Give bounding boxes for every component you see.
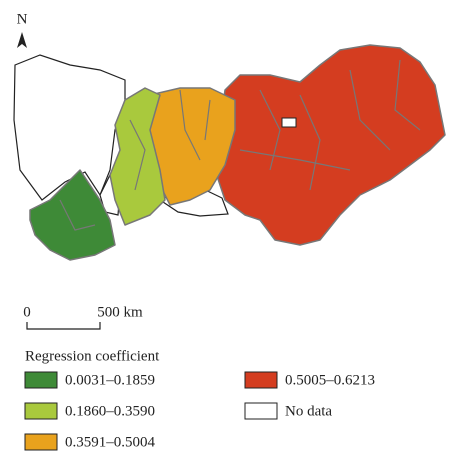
legend-label: 0.1860–0.3590	[65, 403, 155, 419]
north-label: N	[17, 11, 28, 27]
legend-swatch	[24, 371, 58, 389]
scale-line	[26, 322, 101, 330]
scale-end: 500 km	[97, 304, 143, 320]
legend-label: 0.5005–0.6213	[285, 372, 375, 388]
legend-swatch	[24, 433, 58, 451]
legend-swatch	[244, 371, 278, 389]
internal-boundaries	[59, 59, 421, 231]
legend-label: 0.0031–0.1859	[65, 372, 155, 388]
legend-swatch	[244, 402, 278, 420]
north-arrow	[17, 32, 27, 48]
legend: 0.0031–0.1859 0.1860–0.3590 0.3591–0.5004 0…	[24, 371, 375, 451]
no-data-patch	[281, 117, 297, 128]
region-mid-low	[109, 87, 166, 226]
legend-label: 0.3591–0.5004	[65, 434, 156, 450]
legend-title: Regression coefficient	[25, 348, 160, 364]
legend-label: No data	[285, 403, 332, 419]
map	[13, 44, 446, 261]
region-no-data	[13, 54, 126, 201]
legend-swatch	[24, 402, 58, 420]
scale-bar: 0 500 km	[23, 304, 143, 330]
region-low	[29, 169, 116, 261]
region-high	[214, 44, 446, 246]
scale-start: 0	[23, 304, 31, 320]
